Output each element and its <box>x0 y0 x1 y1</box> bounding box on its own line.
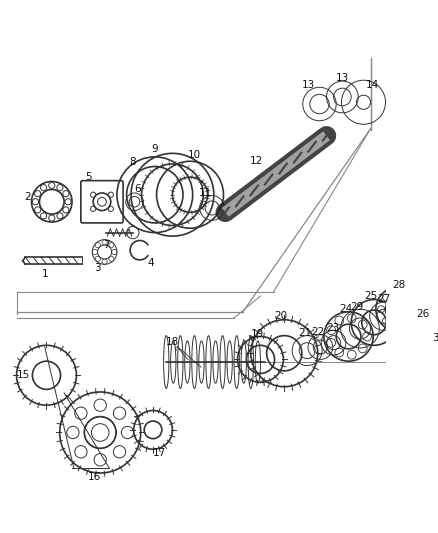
Text: 15: 15 <box>17 370 30 380</box>
Text: 23: 23 <box>326 322 339 333</box>
Text: 19: 19 <box>251 329 265 339</box>
Text: 10: 10 <box>188 150 201 160</box>
Text: 18: 18 <box>166 337 179 347</box>
Text: 5: 5 <box>85 172 92 182</box>
Text: 20: 20 <box>274 311 287 321</box>
Text: 27: 27 <box>377 294 390 304</box>
Text: 14: 14 <box>366 79 379 90</box>
FancyBboxPatch shape <box>81 181 123 223</box>
Text: 3: 3 <box>94 263 101 273</box>
Text: 22: 22 <box>311 327 325 337</box>
Text: 11: 11 <box>198 188 212 198</box>
Text: 25: 25 <box>364 291 377 301</box>
Text: 24: 24 <box>339 304 353 314</box>
Text: 6: 6 <box>134 183 141 193</box>
Text: 4: 4 <box>147 259 154 269</box>
Text: 29: 29 <box>351 302 364 312</box>
Text: 13: 13 <box>302 79 315 90</box>
Text: 2: 2 <box>24 192 30 203</box>
Text: 7: 7 <box>103 240 110 250</box>
Text: 1: 1 <box>42 269 48 279</box>
Text: 16: 16 <box>88 472 102 481</box>
Text: 28: 28 <box>392 279 405 289</box>
Text: 9: 9 <box>152 144 158 154</box>
Text: 8: 8 <box>130 157 136 167</box>
Text: 12: 12 <box>250 156 263 166</box>
Text: 13: 13 <box>336 74 349 84</box>
Text: 30: 30 <box>432 333 438 343</box>
Text: 17: 17 <box>152 448 166 458</box>
Text: 21: 21 <box>298 328 311 338</box>
Text: 26: 26 <box>417 309 430 319</box>
